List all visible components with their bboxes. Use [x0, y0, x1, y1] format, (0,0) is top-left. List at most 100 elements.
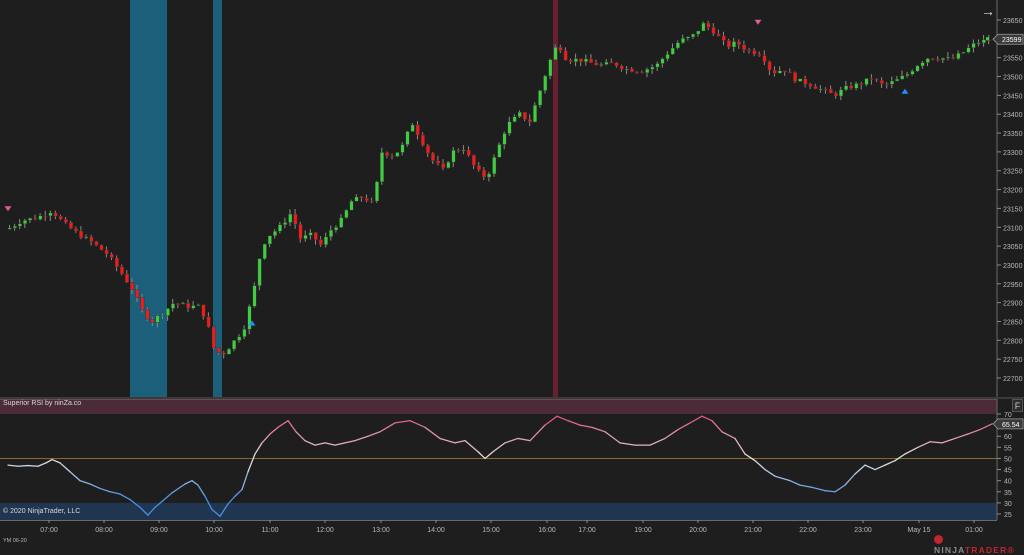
rsi-line-segment	[567, 420, 581, 426]
rsi-line-segment	[7, 464, 19, 467]
current-price-value: 23599	[1002, 37, 1022, 44]
price-axis-label: 23250	[1003, 169, 1023, 176]
candle-up	[533, 104, 537, 123]
candle-down	[114, 257, 119, 268]
candle-down	[563, 50, 568, 61]
rsi-line-segment	[764, 468, 776, 477]
candle-up	[227, 348, 232, 355]
indicator-axis[interactable]: 7065605550454035302565.54	[992, 412, 1024, 519]
rsi-line-segment	[941, 437, 956, 444]
indicator-axis-label: 60	[1004, 434, 1012, 441]
sell-signal-arrow-icon	[754, 19, 762, 25]
rsi-line-segment	[139, 506, 149, 516]
rsi-line-segment	[154, 500, 164, 508]
candle-down	[104, 249, 109, 255]
rsi-line-segment	[89, 483, 101, 490]
candle-down	[558, 46, 563, 51]
ninjatrader-logo-icon	[934, 535, 943, 544]
rsi-line-segment	[649, 437, 666, 446]
price-axis-label: 23300	[1003, 150, 1023, 157]
rsi-line-segment	[379, 422, 396, 433]
candle-down	[874, 79, 879, 81]
candle-up	[895, 78, 900, 82]
ninjatrader-logo: NINJATRADER®	[934, 535, 1024, 555]
candle-up	[18, 223, 22, 227]
price-axis-label: 23000	[1003, 263, 1023, 270]
candle-up	[818, 88, 823, 91]
rsi-line-segment	[604, 431, 621, 444]
price-axis[interactable]: 2365023600235502350023450234002335023300…	[986, 18, 1024, 383]
candle-up	[23, 220, 27, 225]
current-rsi-badge	[992, 418, 1024, 430]
candle-up	[599, 64, 604, 66]
rsi-line-segment	[27, 464, 39, 467]
rsi-line-segment	[834, 484, 846, 493]
candle-down	[762, 55, 767, 63]
candle-up	[334, 227, 339, 231]
rsi-line-segment	[874, 464, 886, 471]
time-axis[interactable]: 07:00 08:00 09:00 10:00 11:00 12:00 13:00 14:00…	[40, 520, 983, 534]
candle-down	[951, 57, 956, 59]
rsi-line-segment	[37, 462, 47, 467]
candle-down	[420, 134, 425, 146]
candle-up	[553, 46, 558, 60]
candle-up	[252, 285, 257, 307]
rsi-line-segment	[454, 440, 466, 444]
candle-down	[201, 304, 206, 317]
buy-signal-arrow-icon	[901, 88, 909, 94]
candle-up	[446, 161, 451, 169]
candle-down	[150, 318, 155, 323]
indicator-axis-label: 50	[1004, 456, 1012, 463]
price-axis-label: 23100	[1003, 225, 1023, 232]
candle-up	[517, 111, 522, 117]
rsi-line-segment	[247, 453, 256, 473]
time-axis-label: 10:00	[205, 527, 223, 534]
rsi-line-segment	[824, 490, 836, 493]
indicator-axis-label: 55	[1004, 445, 1012, 452]
candle-down	[936, 59, 940, 61]
rsi-line-segment	[241, 471, 249, 491]
rsi-line-segment	[904, 446, 919, 455]
candle-up	[543, 75, 548, 91]
candle-up	[155, 315, 160, 323]
candle-down	[808, 84, 813, 87]
candle-up	[308, 232, 313, 236]
candle-up	[492, 157, 497, 175]
candle-down	[53, 212, 58, 217]
oversold-zone	[0, 502, 997, 520]
time-axis-label: 23:00	[854, 527, 872, 534]
candle-up	[844, 85, 849, 90]
buy-signal-arrow-icon	[248, 320, 256, 326]
logo-trader-text: TRADER	[964, 545, 1008, 555]
instrument-label: YM 06-20	[3, 538, 27, 544]
candle-down	[522, 111, 527, 120]
rsi-line-segment	[269, 426, 279, 435]
candle-down	[436, 160, 441, 164]
candle-up	[681, 38, 685, 43]
rsi-line-segment	[439, 437, 456, 444]
candle-down	[125, 273, 130, 283]
indicator-f-button[interactable]: F	[1012, 399, 1023, 412]
rsi-line-segment	[677, 422, 691, 431]
rsi-line-segment	[409, 420, 426, 428]
indicator-axis-label: 40	[1004, 479, 1012, 486]
candle-down	[609, 61, 614, 64]
time-axis-label: 08:00	[95, 527, 113, 534]
candle-down	[119, 266, 124, 275]
candle-up	[584, 58, 588, 62]
time-axis-label: 01:00	[965, 527, 983, 534]
panel-splitter[interactable]	[0, 397, 1024, 399]
rsi-line-segment	[864, 464, 876, 471]
candle-up	[502, 133, 507, 145]
candle-up	[573, 58, 578, 62]
sell-signal-arrow-icon	[4, 206, 12, 212]
candle-up	[487, 173, 492, 178]
candle-down	[757, 54, 762, 56]
candle-up	[354, 196, 359, 202]
candle-down	[176, 303, 181, 305]
candle-up	[976, 42, 981, 45]
candle-up	[665, 54, 670, 60]
scroll-to-latest-arrow-icon[interactable]: →	[981, 3, 995, 19]
rsi-line-segment	[277, 420, 289, 428]
